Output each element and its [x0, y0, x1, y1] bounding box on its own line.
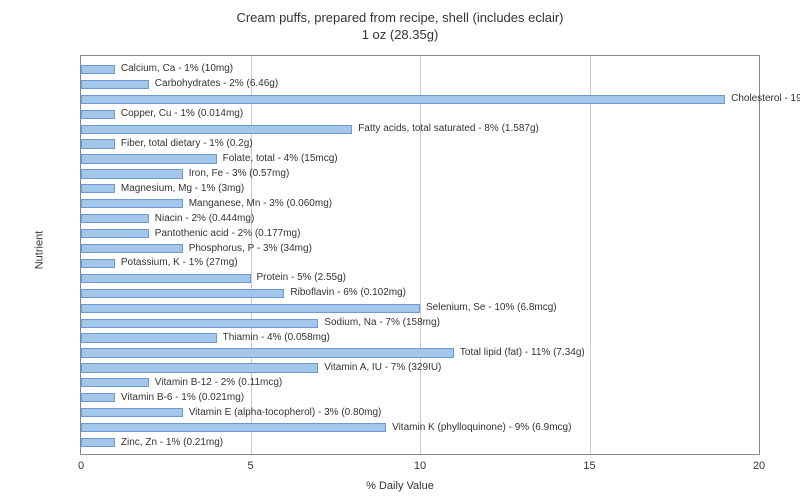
bar-label: Protein - 5% (2.55g)	[257, 273, 347, 283]
bar-label: Vitamin K (phylloquinone) - 9% (6.9mcg)	[392, 423, 571, 433]
y-axis-label: Nutrient	[33, 231, 45, 270]
bar	[81, 348, 454, 357]
bar-label: Copper, Cu - 1% (0.014mg)	[121, 109, 243, 119]
bar-label: Selenium, Se - 10% (6.8mcg)	[426, 303, 557, 313]
bar	[81, 229, 149, 238]
bar-label: Fatty acids, total saturated - 8% (1.587…	[358, 124, 539, 134]
grid-line	[251, 56, 252, 454]
bar	[81, 169, 183, 178]
bar	[81, 214, 149, 223]
bar-label: Pantothenic acid - 2% (0.177mg)	[155, 229, 301, 239]
bar	[81, 199, 183, 208]
grid-line	[420, 56, 421, 454]
grid-line	[590, 56, 591, 454]
bar-label: Vitamin B-12 - 2% (0.11mcg)	[155, 378, 282, 388]
bar	[81, 80, 149, 89]
bar	[81, 65, 115, 74]
bar-label: Phosphorus, P - 3% (34mg)	[189, 244, 312, 254]
bar	[81, 139, 115, 148]
bar	[81, 363, 318, 372]
bar	[81, 289, 284, 298]
bar	[81, 95, 725, 104]
bar	[81, 274, 251, 283]
bar-label: Cholesterol - 19% (56mg)	[731, 94, 800, 104]
bar	[81, 184, 115, 193]
bar	[81, 154, 217, 163]
bar-label: Vitamin B-6 - 1% (0.021mg)	[121, 393, 244, 403]
bar	[81, 319, 318, 328]
plot-area: 05101520Calcium, Ca - 1% (10mg)Carbohydr…	[80, 55, 760, 455]
title-line2: 1 oz (28.35g)	[0, 27, 800, 44]
bar	[81, 259, 115, 268]
bar	[81, 304, 420, 313]
bar-label: Vitamin A, IU - 7% (329IU)	[324, 363, 441, 373]
bar	[81, 110, 115, 119]
chart-container: Cream puffs, prepared from recipe, shell…	[0, 0, 800, 500]
bar	[81, 333, 217, 342]
bar-label: Iron, Fe - 3% (0.57mg)	[189, 169, 290, 179]
bar-label: Niacin - 2% (0.444mg)	[155, 214, 254, 224]
x-axis-label: % Daily Value	[0, 480, 800, 492]
bar-label: Sodium, Na - 7% (158mg)	[324, 318, 440, 328]
x-tick-label: 10	[414, 460, 426, 472]
bar-label: Folate, total - 4% (15mcg)	[223, 154, 338, 164]
x-tick-label: 20	[753, 460, 765, 472]
bar-label: Thiamin - 4% (0.058mg)	[223, 333, 330, 343]
bar-label: Zinc, Zn - 1% (0.21mg)	[121, 438, 223, 448]
chart-title: Cream puffs, prepared from recipe, shell…	[0, 10, 800, 44]
bar-label: Calcium, Ca - 1% (10mg)	[121, 64, 233, 74]
bar	[81, 393, 115, 402]
x-tick-label: 15	[583, 460, 595, 472]
bar	[81, 408, 183, 417]
bar	[81, 438, 115, 447]
bar-label: Total lipid (fat) - 11% (7.34g)	[460, 348, 585, 358]
x-tick-label: 0	[78, 460, 84, 472]
bar	[81, 244, 183, 253]
bar	[81, 423, 386, 432]
bar-label: Riboflavin - 6% (0.102mg)	[290, 288, 406, 298]
x-tick-label: 5	[247, 460, 253, 472]
title-line1: Cream puffs, prepared from recipe, shell…	[0, 10, 800, 27]
bar	[81, 125, 352, 134]
bar-label: Manganese, Mn - 3% (0.060mg)	[189, 199, 332, 209]
bar-label: Potassium, K - 1% (27mg)	[121, 258, 238, 268]
bar-label: Vitamin E (alpha-tocopherol) - 3% (0.80m…	[189, 408, 382, 418]
bar	[81, 378, 149, 387]
bar-label: Magnesium, Mg - 1% (3mg)	[121, 184, 244, 194]
bar-label: Fiber, total dietary - 1% (0.2g)	[121, 139, 253, 149]
bar-label: Carbohydrates - 2% (6.46g)	[155, 79, 278, 89]
